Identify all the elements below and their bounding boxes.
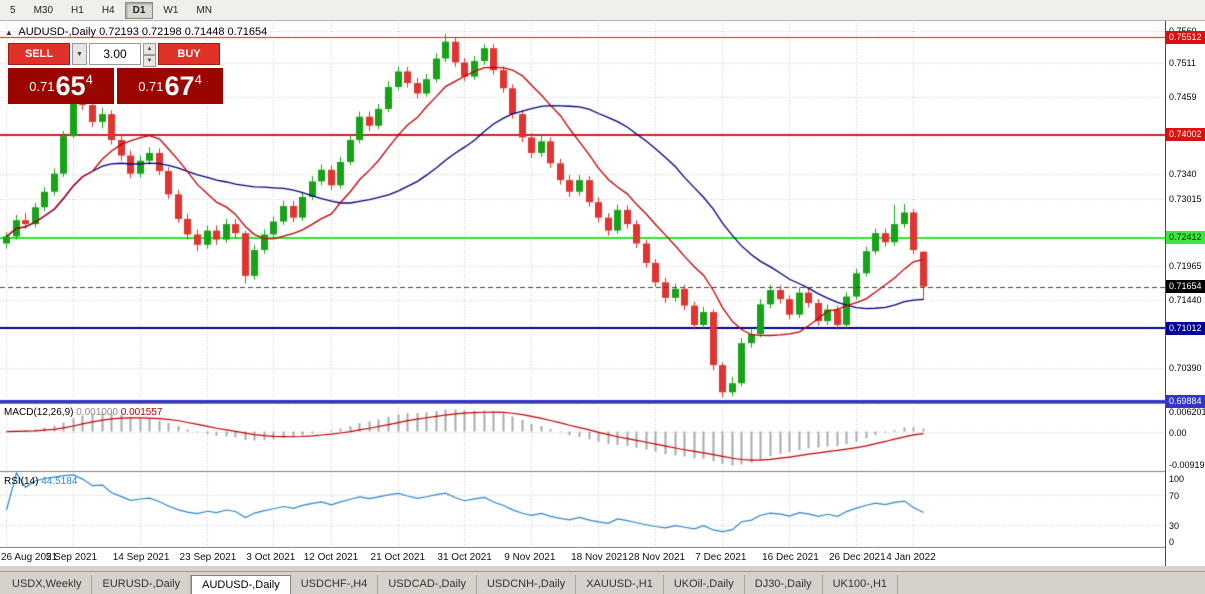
buy-price-prefix: 0.71: [138, 78, 164, 94]
buy-price-big: 67: [164, 71, 195, 101]
timeframe-button-m30[interactable]: M30: [33, 4, 54, 16]
symbol-header: ▲ AUDUSD-,Daily 0.72193 0.72198 0.71448 …: [5, 26, 267, 38]
price-chart-canvas[interactable]: [0, 21, 1165, 548]
tab-audusd-daily[interactable]: AUDUSD-,Daily: [191, 575, 291, 594]
chevron-down-icon: ▼: [76, 50, 83, 58]
timeframe-button-w1[interactable]: W1: [163, 4, 179, 16]
price-grid-label: 0.73015: [1169, 193, 1202, 204]
date-label: 23 Sep 2021: [179, 552, 237, 563]
tab-eurusd-daily[interactable]: EURUSD-,Daily: [92, 575, 192, 594]
sell-price-prefix: 0.71: [29, 78, 55, 94]
rsi-value: 44.5184: [41, 476, 78, 487]
tab-usdx-weekly[interactable]: USDX,Weekly: [2, 575, 93, 594]
sell-price-big: 65: [55, 71, 86, 101]
rsi-scale-label: 0: [1169, 537, 1175, 547]
buy-price-sup: 4: [194, 72, 202, 87]
date-label: 28 Nov 2021: [628, 552, 686, 563]
stepper-down-icon[interactable]: ▼: [143, 55, 156, 67]
one-click-trading-panel: SELL ▼ ▲ ▼ BUY 0.71 65 4 0.71 67 4: [8, 43, 226, 104]
tab-ukoil-daily[interactable]: UKOil-,Daily: [664, 575, 745, 594]
date-label: 21 Oct 2021: [370, 552, 426, 563]
price-grid-label: 0.71965: [1169, 261, 1202, 272]
symbol-ohlc: 0.72193 0.72198 0.71448 0.71654: [99, 26, 268, 38]
date-label: 18 Nov 2021: [571, 552, 628, 563]
date-label: 7 Dec 2021: [695, 552, 747, 563]
timeframe-button-h1[interactable]: H1: [71, 4, 84, 16]
date-label: 5 Sep 2021: [45, 552, 98, 563]
rsi-name: RSI(14): [4, 476, 39, 487]
timeframe-toolbar: 5 M30 H1 H4 D1 W1 MN: [0, 0, 1205, 21]
date-label: 3 Oct 2021: [246, 552, 296, 563]
symbol-name: AUDUSD-,Daily: [18, 26, 96, 38]
rsi-scale-label: 70: [1169, 491, 1180, 502]
lot-dropdown-button[interactable]: ▼: [72, 43, 87, 65]
macd-value-main: 0.001000: [76, 407, 118, 418]
date-label: 26 Dec 2021: [828, 552, 886, 563]
price-grid-label: 0.7511: [1169, 58, 1196, 69]
one-click-toggle-icon[interactable]: ▲: [5, 28, 13, 37]
lot-stepper[interactable]: ▲ ▼: [143, 43, 156, 67]
stepper-up-icon[interactable]: ▲: [143, 43, 156, 55]
tab-usdcad-daily[interactable]: USDCAD-,Daily: [378, 575, 477, 594]
tab-usdchf-h4[interactable]: USDCHF-,H4: [291, 575, 379, 594]
date-label: 12 Oct 2021: [303, 552, 359, 563]
price-tag-0-75512[interactable]: 0.75512: [1166, 30, 1205, 44]
price-grid-label: 0.71440: [1169, 295, 1202, 306]
rsi-scale-label: 100: [1169, 474, 1185, 484]
date-label: 26 Aug 2021: [1, 552, 58, 563]
macd-value-signal: 0.001557: [120, 407, 163, 418]
timeframe-button-d1[interactable]: D1: [124, 1, 154, 19]
date-label: 16 Dec 2021: [762, 552, 819, 563]
date-label: 31 Oct 2021: [437, 552, 492, 563]
price-tag-0-71012[interactable]: 0.71012: [1166, 321, 1205, 335]
macd-name: MACD(12,26,9): [4, 407, 74, 418]
timeframe-button-5[interactable]: 5: [10, 4, 16, 16]
price-grid-label: 0.70390: [1169, 363, 1202, 374]
lot-size-input[interactable]: [89, 43, 141, 65]
tab-xauusd-h1[interactable]: XAUUSD-,H1: [576, 575, 664, 594]
macd-scale-label: 0.006201: [1169, 407, 1205, 417]
sell-price-sup: 4: [85, 72, 93, 87]
timeframe-button-h4[interactable]: H4: [101, 4, 115, 16]
date-label: 9 Nov 2021: [504, 552, 556, 563]
time-axis[interactable]: 26 Aug 2021 5 Sep 2021 14 Sep 2021 23 Sep 2…: [0, 548, 1205, 566]
rsi-indicator-label: RSI(14) 44.5184: [4, 476, 77, 487]
buy-price-display[interactable]: 0.71 67 4: [117, 68, 223, 104]
price-tag-0-71654[interactable]: 0.71654: [1166, 280, 1205, 294]
status-strip: [0, 566, 1205, 571]
tab-dj30-daily[interactable]: DJ30-,Daily: [745, 575, 823, 594]
price-tag-0-69884[interactable]: 0.69884: [1166, 394, 1205, 408]
sell-button[interactable]: SELL: [8, 43, 70, 65]
macd-scale-label: -0.00919: [1169, 460, 1205, 470]
macd-scale-label: 0.00: [1169, 427, 1187, 438]
tab-uk100-h1[interactable]: UK100-,H1: [823, 575, 899, 594]
timeframe-button-mn[interactable]: MN: [196, 4, 212, 16]
price-tag-0-72412[interactable]: 0.72412: [1166, 231, 1205, 245]
chart-tab-bar: USDX,Weekly EURUSD-,Daily AUDUSD-,Daily USD…: [0, 571, 1205, 594]
tab-usdcnh-daily[interactable]: USDCNH-,Daily: [477, 575, 577, 594]
price-grid-label: 0.7340: [1169, 168, 1197, 179]
buy-button[interactable]: BUY: [158, 43, 220, 65]
sell-price-display[interactable]: 0.71 65 4: [8, 68, 114, 104]
macd-indicator-label: MACD(12,26,9) 0.001000 0.001557: [4, 407, 162, 418]
price-grid-label: 0.7459: [1169, 91, 1197, 102]
price-tag-0-74002[interactable]: 0.74002: [1166, 128, 1205, 142]
price-scale[interactable]: 0.75600.75110.74590.73400.730150.719650.…: [1165, 21, 1205, 566]
rsi-scale-label: 30: [1169, 520, 1180, 531]
date-label: 14 Sep 2021: [112, 552, 170, 563]
date-label: 4 Jan 2022: [886, 552, 936, 563]
